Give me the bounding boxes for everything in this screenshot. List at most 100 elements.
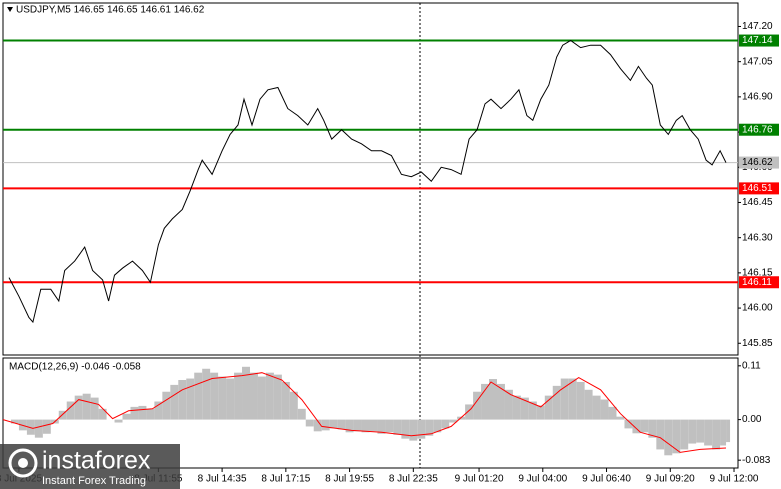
macd-bar — [720, 419, 727, 446]
macd-bar — [82, 393, 91, 420]
macd-bar — [560, 378, 569, 420]
macd-bar — [273, 374, 282, 420]
macd-bar — [441, 419, 450, 429]
macd-bar — [592, 395, 601, 420]
macd-bar — [210, 372, 219, 420]
macd-bar — [712, 419, 721, 450]
level-label-bg — [739, 182, 779, 195]
logo-icon — [8, 448, 38, 478]
brand: instaforex — [42, 447, 151, 475]
x-tick-label: 9 Jul 09:20 — [646, 474, 695, 485]
macd-bar — [496, 383, 505, 420]
macd-bar — [584, 389, 593, 420]
macd-bar — [162, 391, 171, 420]
macd-bar — [489, 379, 497, 420]
macd-bar — [329, 419, 338, 429]
macd-bar — [616, 416, 625, 420]
macd-bar — [305, 419, 314, 427]
macd-bar — [26, 419, 35, 435]
macd-bar — [417, 419, 426, 439]
macd-bar — [449, 419, 458, 423]
macd-bar — [648, 419, 657, 438]
macd-bar — [178, 380, 187, 420]
macd-bar — [568, 378, 577, 420]
x-tick-label: 9 Jul 06:40 — [582, 474, 631, 485]
y-tick-label: 146.30 — [742, 232, 773, 243]
macd-bar — [473, 391, 482, 420]
x-tick-label: 8 Jul 19:55 — [325, 474, 374, 485]
x-tick-label: 9 Jul 12:00 — [710, 474, 759, 485]
macd-bar — [130, 406, 139, 420]
y-tick-label: 147.05 — [742, 56, 773, 67]
x-tick-label: 8 Jul 22:35 — [389, 474, 438, 485]
macd-bar — [528, 401, 537, 420]
macd-bar — [194, 372, 203, 420]
macd-bar — [74, 395, 83, 420]
level-label: 146.62 — [742, 157, 773, 168]
signal-line — [2, 372, 727, 453]
macd-bar — [536, 405, 545, 420]
macd-bar — [345, 419, 354, 433]
main-panel — [2, 2, 739, 356]
y-tick-label: 0.11 — [742, 360, 761, 371]
y-tick-label: 146.00 — [742, 303, 773, 314]
y-tick-label: 146.90 — [742, 92, 773, 103]
macd-bar — [122, 413, 131, 420]
macd-bar — [114, 419, 123, 423]
watermark: instaforex Instant Forex Trading — [0, 444, 180, 489]
chart-title: USDJPY,M5 146.65 146.65 146.61 146.62 — [16, 5, 205, 16]
macd-bar — [393, 419, 402, 435]
level-label: 146.51 — [742, 183, 773, 194]
menu-icon[interactable] — [7, 7, 13, 12]
macd-bar — [632, 419, 641, 434]
macd-bar — [146, 408, 155, 420]
macd-bar — [600, 399, 609, 420]
macd-bar — [42, 419, 51, 434]
macd-bar — [313, 419, 322, 432]
level-label: 146.11 — [742, 277, 772, 288]
level-label-bg — [739, 34, 779, 47]
macd-bar — [34, 419, 43, 438]
x-tick-label: 8 Jul 17:15 — [261, 474, 310, 485]
macd-bar — [226, 378, 235, 420]
macd-bar — [170, 384, 179, 420]
macd-bar — [664, 419, 673, 456]
level-label-bg — [739, 123, 779, 136]
y-tick-label: 147.20 — [742, 21, 773, 32]
y-tick-label: 146.45 — [742, 197, 773, 208]
macd-bar — [265, 372, 274, 420]
macd-bar — [98, 408, 107, 420]
y-tick-label: 146.15 — [742, 268, 773, 279]
macd-title: MACD(12,26,9) -0.046 -0.058 — [9, 362, 141, 373]
macd-bar — [289, 391, 298, 420]
macd-bar — [138, 405, 147, 420]
macd-bar — [242, 366, 250, 420]
macd-bar — [409, 419, 418, 441]
macd-bar — [377, 419, 386, 434]
macd-bar — [726, 419, 731, 443]
y-tick-label: 145.85 — [742, 338, 773, 349]
macd-bar — [90, 397, 99, 420]
macd-bar — [504, 389, 513, 420]
macd-bar — [425, 419, 434, 436]
level-label-bg — [739, 156, 779, 169]
macd-bar — [10, 419, 19, 424]
macd-bar — [66, 401, 75, 420]
macd-bar — [218, 376, 227, 420]
level-label: 146.76 — [742, 124, 773, 135]
macd-bar — [249, 372, 258, 420]
macd-bar — [369, 419, 378, 432]
macd-bar — [704, 419, 713, 446]
macd-bar — [353, 419, 362, 432]
macd-bar — [544, 395, 553, 420]
y-tick-label: -0.083 — [742, 455, 771, 466]
x-tick-label: 9 Jul 04:00 — [518, 474, 567, 485]
macd-bar — [186, 378, 195, 420]
price-line — [8, 39, 727, 324]
level-label: 147.14 — [742, 35, 773, 46]
macd-bar — [321, 419, 330, 431]
macd-bar — [680, 419, 689, 450]
macd-bar — [512, 395, 521, 420]
macd-bar — [433, 419, 442, 433]
